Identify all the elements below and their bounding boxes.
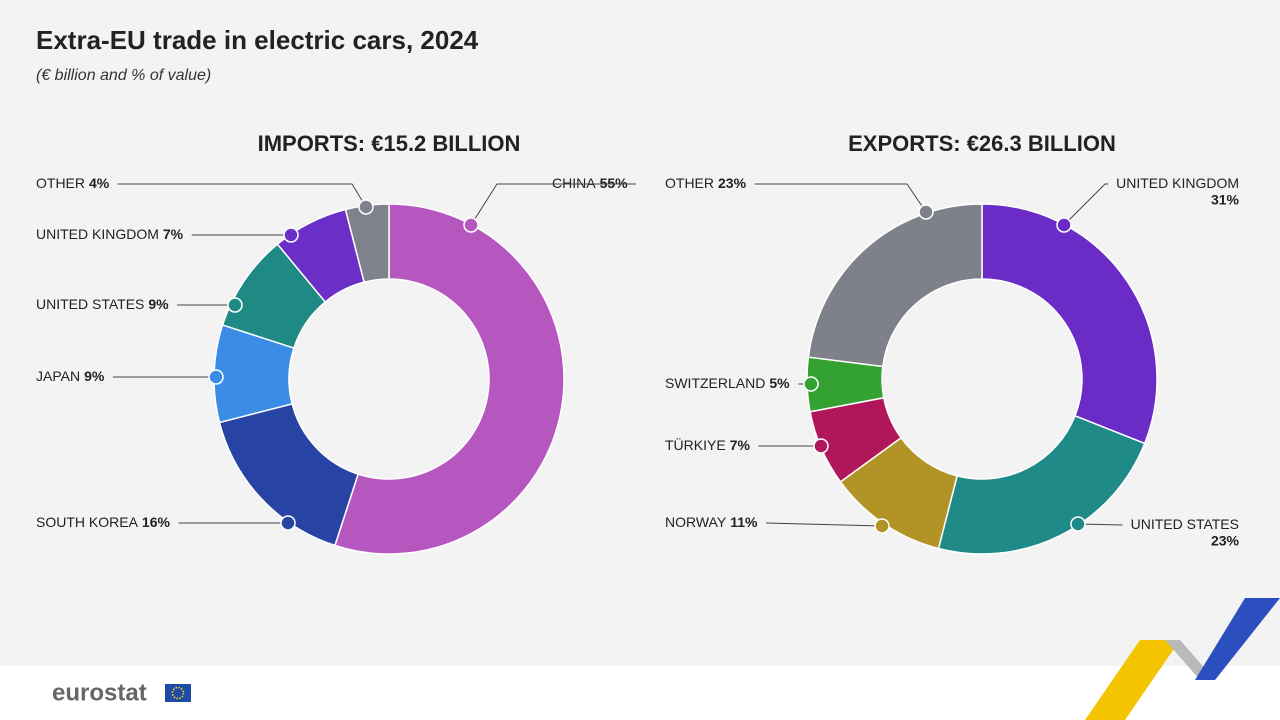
ribbon-blue [1195, 598, 1280, 680]
value-label: 11% [730, 514, 758, 530]
label-dot [1070, 516, 1086, 532]
label-dot [803, 376, 819, 392]
donut-slice [981, 203, 1158, 445]
slice-label: NORWAY 11% [665, 514, 758, 530]
slice-label: UNITED STATES [1131, 516, 1239, 532]
donut-slice [807, 203, 983, 368]
category-name: UNITED KINGDOM [36, 226, 159, 242]
logo-text: eurostat [52, 679, 147, 706]
value-label: 55% [600, 175, 629, 191]
chart-title: IMPORTS: €15.2 BILLION [258, 131, 521, 156]
category-name: SOUTH KOREA [36, 514, 139, 530]
eu-flag [165, 684, 191, 702]
label-dot [874, 518, 890, 534]
slice-label: CHINA 55% [552, 175, 628, 191]
slice-label: UNITED KINGDOM [1116, 175, 1239, 191]
value-label: 16% [142, 514, 171, 530]
donut-slice [937, 414, 1146, 555]
category-name: OTHER [665, 175, 714, 191]
value-label: 9% [84, 368, 105, 384]
category-name: SWITZERLAND [665, 375, 765, 391]
footer-band [0, 666, 1280, 720]
page-subtitle: (€ billion and % of value) [36, 67, 211, 84]
category-name: JAPAN [36, 368, 80, 384]
label-dot [283, 227, 299, 243]
slice-label: TÜRKIYE 7% [665, 436, 750, 453]
value-label: 23% [1211, 533, 1240, 549]
value-label: 7% [163, 226, 184, 242]
label-dot [463, 217, 479, 233]
label-dot [227, 297, 243, 313]
label-dot [358, 199, 374, 215]
leader-line [117, 183, 367, 208]
leader-line [1063, 183, 1109, 226]
slice-label: UNITED KINGDOM 7% [36, 226, 184, 242]
eu-stars [171, 686, 185, 700]
slice-label: OTHER 4% [36, 175, 110, 191]
slice-label: SOUTH KOREA 16% [36, 514, 170, 530]
category-name: NORWAY [665, 514, 727, 530]
label-dot [918, 204, 934, 220]
page-title: Extra-EU trade in electric cars, 2024 [36, 25, 479, 55]
value-label: 4% [89, 175, 110, 191]
value-label: 7% [730, 437, 751, 453]
value-label: 9% [148, 296, 169, 312]
slice-label: OTHER 23% [665, 175, 747, 191]
category-name: UNITED KINGDOM [1116, 175, 1239, 191]
ribbon-yellow [1085, 640, 1180, 720]
value-label: 5% [769, 375, 790, 391]
leader-line [765, 522, 883, 527]
donut-slice [333, 203, 565, 555]
value-label: 31% [1211, 192, 1240, 208]
label-dot [208, 369, 224, 385]
category-name: UNITED STATES [1131, 516, 1239, 532]
category-name: TÜRKIYE [665, 436, 726, 453]
category-name: CHINA [552, 175, 596, 191]
label-dot [280, 515, 296, 531]
category-name: UNITED STATES [36, 296, 144, 312]
category-name: OTHER [36, 175, 85, 191]
slice-label: JAPAN 9% [36, 368, 105, 384]
chart-title: EXPORTS: €26.3 BILLION [848, 131, 1116, 156]
leader-line [754, 183, 927, 213]
background [0, 0, 1280, 666]
label-dot [1056, 217, 1072, 233]
leader-line [470, 183, 637, 226]
slice-label: SWITZERLAND 5% [665, 375, 790, 391]
value-label: 23% [718, 175, 747, 191]
slice-label: UNITED STATES 9% [36, 296, 169, 312]
label-dot [813, 438, 829, 454]
